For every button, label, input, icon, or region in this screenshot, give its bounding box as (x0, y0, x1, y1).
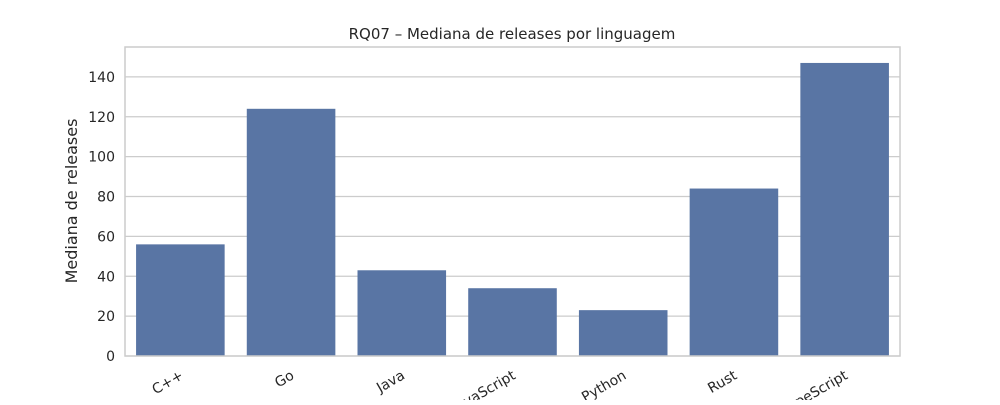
chart-title: RQ07 – Mediana de releases por linguagem (349, 25, 676, 43)
y-tick-label: 20 (97, 309, 115, 325)
bar-rust (689, 188, 779, 356)
y-tick-label: 120 (88, 110, 115, 126)
x-tick-labels: C++ Go Java JavaScript Python Rust TypeScript (150, 367, 852, 405)
bar-python (578, 310, 668, 356)
y-tick-label: 80 (97, 190, 115, 206)
bar-go (246, 108, 336, 356)
x-tick-label: C++ (150, 368, 187, 398)
bar-java (357, 270, 447, 356)
y-tick-label: 100 (88, 150, 115, 166)
x-tick-label: Rust (705, 367, 740, 396)
y-axis-label: Mediana de releases (62, 119, 81, 284)
bars (136, 62, 889, 356)
y-tick-label: 60 (97, 229, 115, 245)
y-tick-label: 40 (97, 269, 115, 285)
x-tick-label: Go (272, 368, 297, 392)
bar-javascript (468, 288, 557, 356)
x-tick-label: JavaScript (449, 367, 519, 400)
bar-c- (136, 244, 225, 356)
y-tick-labels: 0 20 40 60 80 100 120 140 (88, 70, 115, 365)
bar-typescript (800, 62, 889, 356)
plot-frame (124, 46, 901, 357)
y-tick-label: 0 (106, 349, 115, 365)
x-tick-label: TypeScript (779, 367, 851, 400)
x-tick-label: Python (579, 368, 629, 400)
x-tick-label: Java (373, 368, 407, 397)
y-tick-label: 140 (88, 70, 115, 86)
